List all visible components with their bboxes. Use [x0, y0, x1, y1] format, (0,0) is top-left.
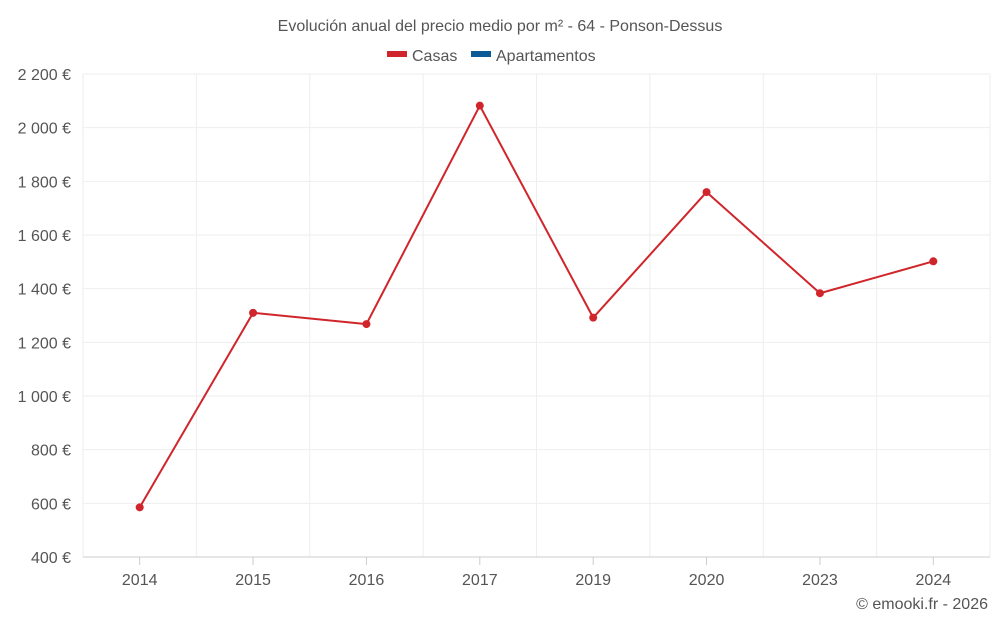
data-point-casas[interactable]: [135, 503, 144, 512]
x-tick-label: 2019: [575, 572, 611, 589]
y-tick-label: 1 200 €: [18, 335, 71, 352]
y-tick-label: 2 000 €: [18, 121, 71, 138]
x-tick-label: 2024: [916, 572, 952, 589]
y-tick-label: 1 800 €: [18, 174, 71, 191]
data-point-casas[interactable]: [475, 101, 484, 110]
data-point-casas[interactable]: [249, 308, 258, 317]
y-tick-label: 1 600 €: [18, 228, 71, 245]
legend: Casas Apartamentos: [387, 48, 596, 65]
legend-swatch-apartamentos: [471, 51, 491, 57]
legend-item-apartamentos[interactable]: Apartamentos: [471, 48, 596, 65]
x-tick-label: 2017: [462, 572, 498, 589]
data-point-casas[interactable]: [362, 320, 371, 329]
x-tick-label: 2023: [802, 572, 838, 589]
data-point-casas[interactable]: [815, 289, 824, 298]
series: [135, 101, 938, 512]
chart-title: Evolución anual del precio medio por m² …: [278, 18, 723, 35]
y-tick-label: 600 €: [31, 496, 71, 513]
y-tick-label: 2 200 €: [18, 67, 71, 84]
y-tick-label: 1 000 €: [18, 389, 71, 406]
y-axis-ticks: 2 200 € 2 000 € 1 800 € 1 600 € 1 400 € 1 200…: [18, 67, 71, 567]
data-point-casas[interactable]: [702, 188, 711, 197]
legend-label-apartamentos: Apartamentos: [496, 48, 596, 65]
x-tick-label: 2015: [235, 572, 271, 589]
data-point-casas[interactable]: [929, 257, 938, 266]
y-tick-label: 1 400 €: [18, 282, 71, 299]
credit-text: © emooki.fr - 2026: [856, 596, 988, 613]
y-tick-label: 400 €: [31, 550, 71, 567]
grid-x: [82, 74, 991, 557]
x-axis-ticks: 2014 2015 2016 2017 2019 2020 2023 2024: [122, 557, 951, 589]
legend-label-casas: Casas: [412, 48, 457, 65]
y-tick-label: 800 €: [31, 443, 71, 460]
x-tick-label: 2016: [349, 572, 385, 589]
data-point-casas[interactable]: [589, 313, 598, 322]
series-line-casas: [138, 104, 934, 508]
legend-swatch-casas: [387, 51, 407, 57]
x-tick-label: 2020: [689, 572, 725, 589]
x-tick-label: 2014: [122, 572, 158, 589]
legend-item-casas[interactable]: Casas: [387, 48, 457, 65]
